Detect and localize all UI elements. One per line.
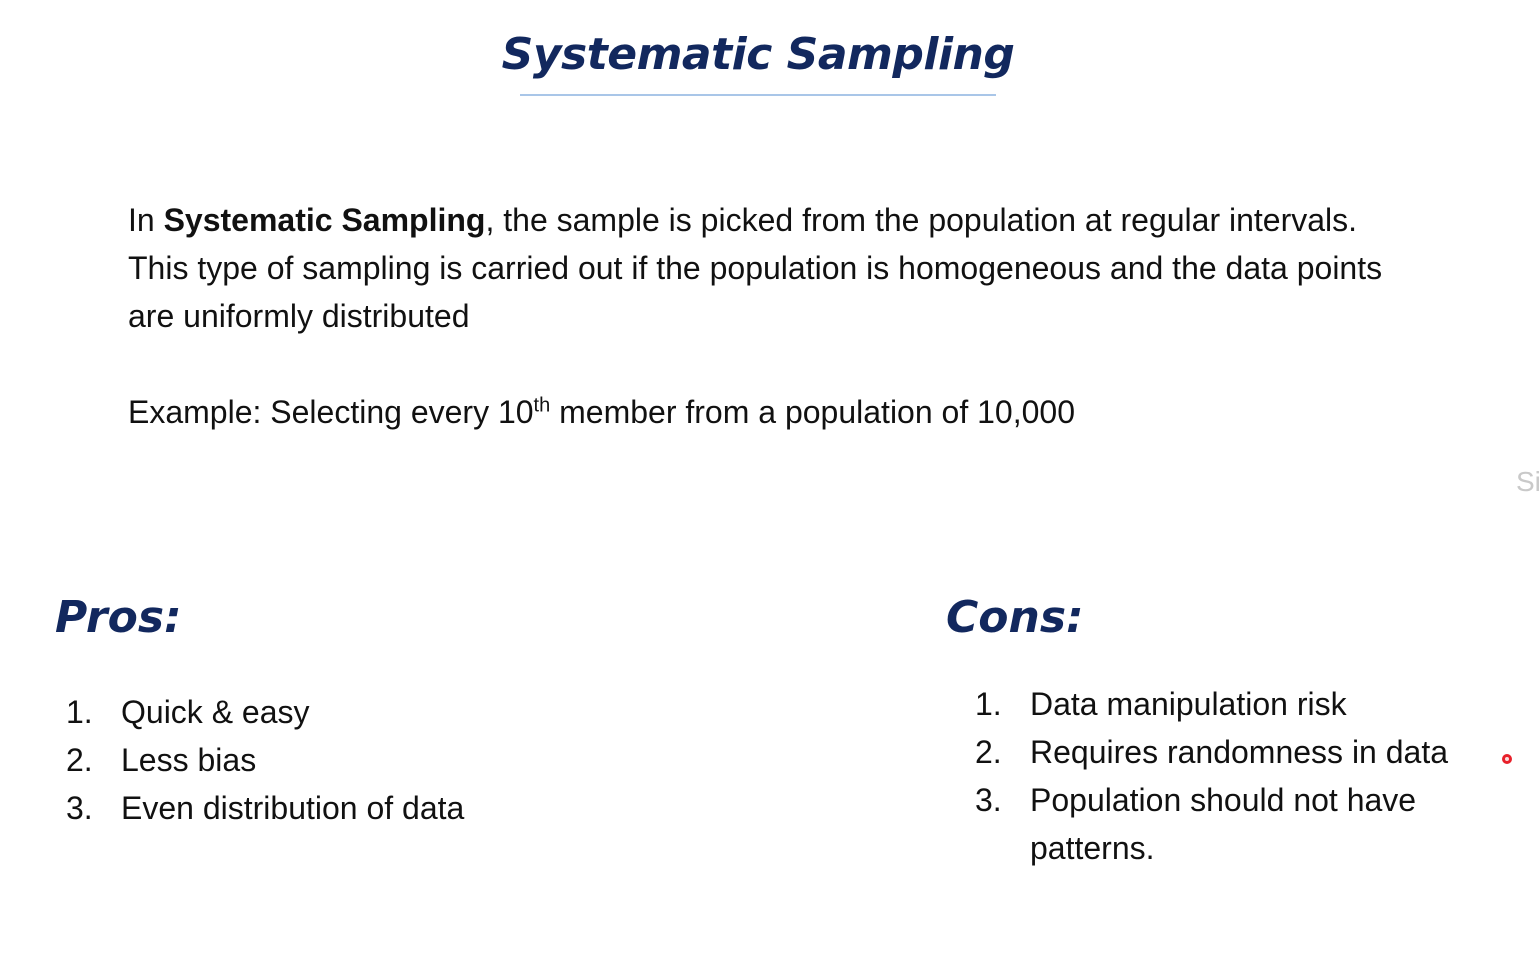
list-item: 1. Quick & easy bbox=[66, 688, 626, 736]
intro-rest: , the sample is picked from the populati… bbox=[128, 202, 1383, 334]
list-item-number: 3. bbox=[66, 790, 93, 826]
example-prefix: Example: Selecting every 10 bbox=[128, 394, 534, 430]
example-sentence: Example: Selecting every 10th member fro… bbox=[128, 388, 1418, 436]
list-item-text: Less bias bbox=[121, 742, 257, 778]
intro-paragraph: In Systematic Sampling, the sample is pi… bbox=[128, 196, 1418, 340]
slide-title: Systematic Sampling bbox=[501, 29, 1015, 80]
list-item: 2. Less bias bbox=[66, 736, 626, 784]
list-item-number: 2. bbox=[66, 742, 93, 778]
list-item: 3. Population should not have patterns. bbox=[975, 776, 1515, 872]
list-item: 3. Even distribution of data bbox=[66, 784, 626, 832]
list-item-text: Data manipulation risk bbox=[1030, 686, 1347, 722]
laser-pointer-icon bbox=[1502, 754, 1512, 764]
list-item-number: 3. bbox=[975, 782, 1002, 818]
list-item-text: Even distribution of data bbox=[121, 790, 465, 826]
intro-prefix: In bbox=[128, 202, 164, 238]
list-item-number: 1. bbox=[975, 686, 1002, 722]
example-suffix: member from a population of 10,000 bbox=[550, 394, 1075, 430]
list-item-number: 2. bbox=[975, 734, 1002, 770]
list-item: 2. Requires randomness in data bbox=[975, 728, 1515, 776]
cons-list: 1. Data manipulation risk 2. Requires ra… bbox=[975, 680, 1515, 872]
list-item-text: Requires randomness in data bbox=[1030, 734, 1449, 770]
list-item-text: Quick & easy bbox=[121, 694, 310, 730]
clipped-edge-text: Si bbox=[1516, 466, 1540, 497]
pros-heading: Pros: bbox=[55, 592, 182, 643]
list-item-number: 1. bbox=[66, 694, 93, 730]
list-item-text: Population should not have patterns. bbox=[1030, 782, 1417, 866]
list-item: 1. Data manipulation risk bbox=[975, 680, 1515, 728]
example-superscript: th bbox=[533, 394, 551, 417]
intro-term: Systematic Sampling bbox=[163, 202, 486, 238]
pros-list: 1. Quick & easy 2. Less bias 3. Even dis… bbox=[66, 688, 626, 832]
title-underline bbox=[520, 94, 996, 96]
cons-heading: Cons: bbox=[946, 592, 1084, 643]
